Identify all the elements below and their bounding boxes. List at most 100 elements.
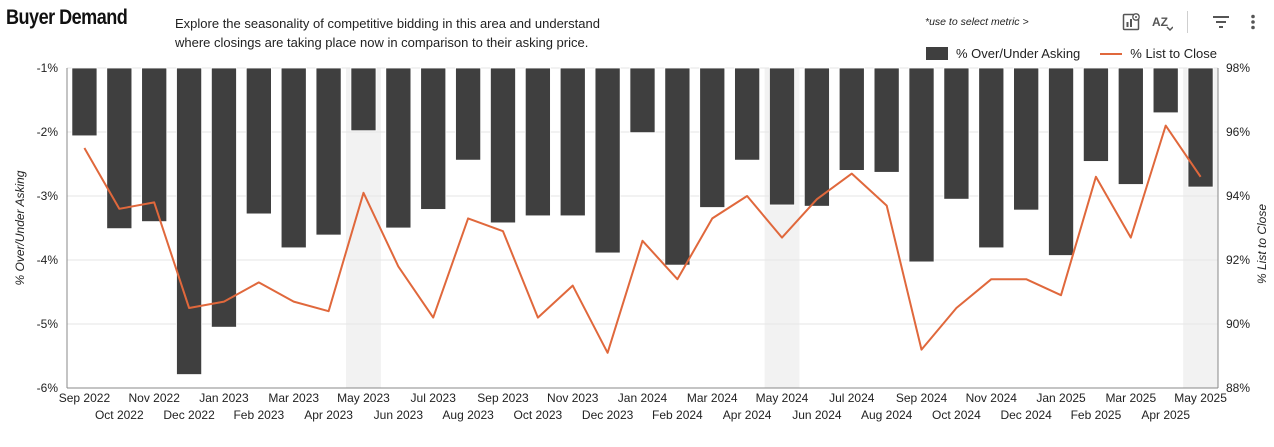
- line-point[interactable]: [1093, 174, 1098, 179]
- x-tick-label: Mar 2025: [1105, 391, 1156, 405]
- line-point[interactable]: [1128, 235, 1133, 240]
- x-tick-label: Aug 2024: [861, 408, 913, 422]
- chart-toolbar: AZ: [1118, 9, 1268, 35]
- bar[interactable]: [245, 67, 272, 215]
- bar[interactable]: [315, 67, 342, 236]
- bar[interactable]: [943, 67, 970, 200]
- y-right-tick-label: 88%: [1226, 381, 1250, 395]
- line-point[interactable]: [710, 216, 715, 221]
- line-point[interactable]: [361, 190, 366, 195]
- y-left-tick-label: -3%: [37, 189, 59, 203]
- bar[interactable]: [734, 67, 761, 161]
- line-point[interactable]: [884, 203, 889, 208]
- legend-item-line[interactable]: % List to Close: [1100, 46, 1217, 61]
- bar[interactable]: [71, 67, 98, 137]
- bar[interactable]: [1187, 67, 1214, 188]
- line-point[interactable]: [500, 229, 505, 234]
- line-point[interactable]: [814, 197, 819, 202]
- bar[interactable]: [420, 67, 447, 210]
- line-point[interactable]: [152, 200, 157, 205]
- line-point[interactable]: [1163, 123, 1168, 128]
- bar[interactable]: [1152, 67, 1179, 114]
- bar[interactable]: [803, 67, 830, 207]
- line-point[interactable]: [326, 309, 331, 314]
- bar[interactable]: [769, 67, 795, 206]
- filter-icon[interactable]: [1208, 9, 1234, 35]
- x-tick-label: Jan 2024: [618, 391, 668, 405]
- line-point[interactable]: [989, 277, 994, 282]
- x-tick-label: Feb 2024: [652, 408, 703, 422]
- line-point[interactable]: [780, 235, 785, 240]
- line-point[interactable]: [919, 347, 924, 352]
- bar[interactable]: [1048, 67, 1075, 256]
- bar[interactable]: [455, 67, 482, 161]
- line-point[interactable]: [675, 277, 680, 282]
- x-tick-label: Jan 2023: [199, 391, 249, 405]
- legend-label-line: % List to Close: [1130, 46, 1217, 61]
- x-tick-label: Sep 2023: [477, 391, 529, 405]
- bar[interactable]: [490, 67, 516, 224]
- line-point[interactable]: [466, 216, 471, 221]
- line-point[interactable]: [954, 306, 959, 311]
- bar[interactable]: [873, 67, 900, 173]
- sort-az-icon[interactable]: AZ: [1149, 9, 1175, 35]
- bar[interactable]: [141, 67, 168, 223]
- line-point[interactable]: [221, 299, 226, 304]
- legend-swatch-line: [1100, 52, 1123, 55]
- line-point[interactable]: [187, 306, 192, 311]
- x-tick-label: Apr 2024: [723, 408, 772, 422]
- y-axis-right-label: % List to Close: [1255, 204, 1269, 284]
- line-point[interactable]: [431, 315, 436, 320]
- bar[interactable]: [664, 67, 691, 266]
- line-point[interactable]: [1059, 293, 1064, 298]
- line-point[interactable]: [117, 206, 122, 211]
- bar[interactable]: [978, 67, 1005, 249]
- bar[interactable]: [629, 67, 656, 134]
- line-point[interactable]: [1198, 174, 1203, 179]
- bar[interactable]: [838, 67, 865, 171]
- bar[interactable]: [559, 67, 586, 217]
- y-left-tick-label: -6%: [37, 381, 59, 395]
- line-point[interactable]: [396, 264, 401, 269]
- bar[interactable]: [210, 67, 237, 328]
- more-vertical-icon[interactable]: [1240, 9, 1266, 35]
- x-tick-label: Nov 2023: [547, 391, 599, 405]
- bar[interactable]: [699, 67, 726, 208]
- bar[interactable]: [280, 67, 307, 249]
- line-point[interactable]: [640, 238, 645, 243]
- y-right-tick-label: 96%: [1226, 125, 1250, 139]
- legend-item-bars[interactable]: % Over/Under Asking: [926, 46, 1080, 61]
- legend-label-bars: % Over/Under Asking: [956, 46, 1081, 61]
- x-tick-label: Dec 2022: [163, 408, 215, 422]
- line-point[interactable]: [291, 299, 296, 304]
- bar[interactable]: [1013, 67, 1040, 211]
- line-point[interactable]: [745, 194, 750, 199]
- bar[interactable]: [524, 67, 551, 217]
- y-right-tick-label: 98%: [1226, 61, 1250, 75]
- bar[interactable]: [385, 67, 412, 229]
- x-tick-label: May 2025: [1174, 391, 1227, 405]
- line-point[interactable]: [570, 283, 575, 288]
- bar[interactable]: [176, 67, 203, 375]
- x-tick-label: Oct 2023: [514, 408, 563, 422]
- line-point[interactable]: [256, 280, 261, 285]
- bar[interactable]: [1082, 67, 1109, 162]
- bar[interactable]: [1117, 67, 1144, 185]
- bar[interactable]: [106, 67, 133, 230]
- x-tick-label: Jan 2025: [1036, 391, 1086, 405]
- y-left-tick-label: -4%: [37, 253, 59, 267]
- bar[interactable]: [908, 67, 935, 263]
- bar[interactable]: [350, 67, 377, 132]
- x-tick-label: Feb 2023: [233, 408, 284, 422]
- line-point[interactable]: [849, 171, 854, 176]
- y-axis-left-label: % Over/Under Asking: [13, 170, 27, 285]
- line-series-list-to-close: [83, 124, 1202, 354]
- line-point[interactable]: [82, 146, 87, 151]
- chart-description: Explore the seasonality of competitive b…: [175, 14, 645, 52]
- line-point[interactable]: [605, 350, 610, 355]
- line-point[interactable]: [1024, 277, 1029, 282]
- line-point[interactable]: [535, 315, 540, 320]
- chart-settings-icon[interactable]: [1118, 9, 1144, 35]
- bar[interactable]: [594, 67, 621, 254]
